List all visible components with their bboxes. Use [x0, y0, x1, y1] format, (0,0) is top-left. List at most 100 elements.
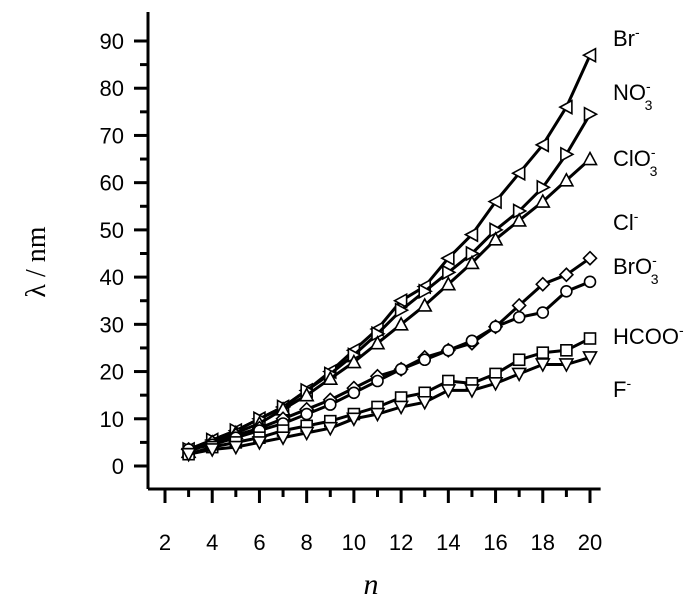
circle-marker: [465, 334, 479, 348]
circle-marker: [418, 353, 432, 367]
series-line: [188, 157, 592, 454]
square-marker: [560, 344, 573, 357]
series-label: F-: [613, 375, 631, 402]
series-label: Br-: [613, 24, 640, 51]
triangle-up-marker: [416, 297, 433, 312]
triangle-left-marker: [510, 165, 526, 182]
triangle-down-marker: [227, 440, 244, 456]
x-tick-label: 20: [578, 530, 602, 555]
triangle-down-marker: [298, 426, 315, 442]
triangle-down-marker: [251, 436, 268, 451]
circle-marker: [489, 320, 502, 333]
triangle-down-marker: [440, 384, 457, 399]
triangle-left-marker: [558, 99, 573, 115]
y-tick-label: 50: [100, 218, 124, 243]
triangle-left-marker: [392, 292, 408, 309]
triangle-down-marker: [558, 358, 575, 373]
x-tick-label: 12: [389, 530, 413, 555]
diamond-marker: [558, 267, 575, 283]
triangle-down-marker: [487, 377, 504, 392]
triangle-right-marker: [418, 283, 433, 300]
triangle-up-marker: [393, 316, 409, 331]
triangle-up-marker: [298, 386, 315, 402]
triangle-down-marker: [464, 384, 480, 399]
y-axis-title: λ / nm: [21, 226, 52, 297]
triangle-left-marker: [440, 250, 455, 267]
triangle-right-marker: [536, 179, 551, 196]
y-tick-label: 30: [100, 312, 124, 337]
series-label: ClO-3: [613, 144, 658, 179]
x-tick-label: 2: [159, 530, 171, 555]
series-line: [188, 337, 591, 456]
series-line: [188, 256, 591, 451]
circle-marker: [512, 310, 526, 324]
y-tick-label: 70: [100, 123, 124, 148]
y-tick-label: 20: [100, 360, 124, 385]
triangle-down-marker: [511, 367, 528, 383]
square-marker: [583, 332, 597, 345]
triangle-up-marker: [487, 231, 504, 246]
triangle-down-marker: [180, 447, 197, 463]
series-line: [188, 113, 592, 451]
x-tick-label: 4: [206, 530, 218, 555]
series-label: BrO-3: [613, 252, 659, 287]
x-tick-label: 6: [253, 530, 265, 555]
circle-marker: [323, 398, 337, 411]
series-label: Cl-: [613, 208, 639, 235]
triangle-up-marker: [464, 254, 480, 270]
triangle-down-marker: [204, 443, 221, 458]
y-tick-label: 40: [100, 265, 124, 290]
series-line: [188, 54, 592, 451]
y-tick-label: 80: [100, 76, 124, 101]
triangle-right-marker: [394, 302, 410, 319]
triangle-up-marker: [346, 353, 362, 369]
triangle-down-marker: [534, 358, 551, 373]
x-tick-label: 8: [301, 530, 313, 555]
series-labels: Br- NO-3 ClO-3 Cl- BrO-3 HCOO- F-: [613, 24, 684, 402]
axes: 0 10 20 30 40 50 60 70 80 90 2 4 6 8 10 12 14 16 18 20: [100, 12, 602, 555]
circle-marker: [371, 374, 384, 388]
x-axis-title: n: [364, 568, 379, 599]
series-1: [182, 106, 599, 458]
triangle-down-marker: [346, 412, 362, 427]
series-layer: [180, 47, 599, 463]
series-label: NO-3: [613, 78, 653, 113]
circle-marker: [394, 362, 408, 376]
x-tick-label: 14: [436, 530, 460, 555]
triangle-left-marker: [581, 47, 597, 64]
circle-marker: [442, 344, 455, 357]
series-0: [180, 47, 597, 458]
triangle-down-marker: [369, 407, 386, 423]
triangle-up-marker: [582, 150, 598, 166]
y-tick-label: 0: [112, 454, 124, 479]
triangle-up-marker: [511, 212, 528, 227]
series-5: [182, 332, 597, 461]
x-tick-label: 16: [483, 530, 507, 555]
circle-marker: [300, 407, 313, 421]
circle-marker: [536, 306, 550, 319]
triangle-down-marker: [416, 395, 433, 411]
triangle-left-marker: [487, 193, 502, 210]
triangle-right-marker: [442, 264, 457, 281]
square-marker: [536, 346, 550, 359]
triangle-right-marker: [583, 106, 599, 123]
triangle-down-marker: [582, 351, 598, 366]
triangle-right-marker: [560, 146, 575, 163]
triangle-up-marker: [534, 193, 551, 208]
circle-marker: [347, 386, 361, 400]
triangle-down-marker: [322, 421, 339, 437]
diamond-marker: [582, 250, 598, 266]
diamond-marker: [535, 276, 551, 292]
y-tick-label: 90: [100, 29, 124, 54]
y-tick-label: 60: [100, 171, 124, 196]
x-tick-label: 10: [342, 530, 366, 555]
circle-marker: [560, 284, 573, 298]
square-marker: [512, 353, 526, 367]
x-tick-label: 18: [531, 530, 555, 555]
triangle-up-marker: [558, 172, 575, 187]
triangle-up-marker: [322, 370, 339, 385]
y-tick-label: 10: [100, 407, 124, 432]
series-label: HCOO-: [613, 322, 684, 349]
triangle-up-marker: [440, 276, 457, 291]
